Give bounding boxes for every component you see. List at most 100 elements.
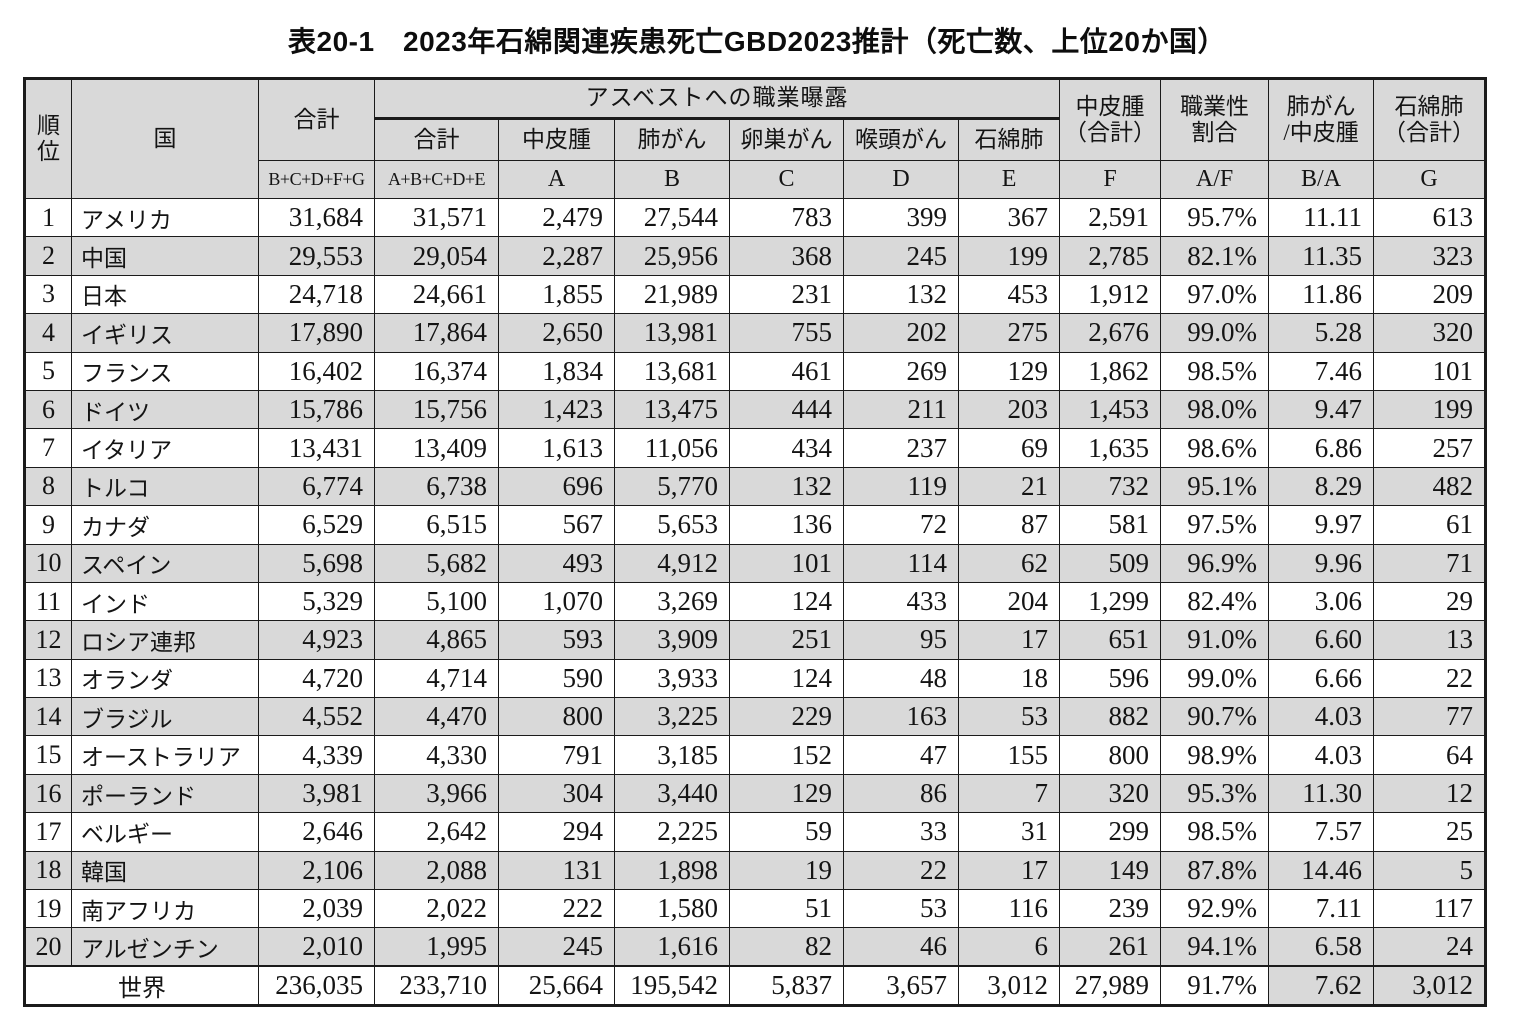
value-cell: 25 xyxy=(1373,812,1487,852)
value-cell: 99.0% xyxy=(1160,313,1270,353)
country-cell: アルゼンチン xyxy=(71,927,259,967)
formula-d: D xyxy=(843,160,959,199)
table-row: 15 オーストラリア 4,339 4,330 791 3,185 152 47 155 800 98… xyxy=(24,735,1487,775)
value-cell: 98.5% xyxy=(1160,812,1270,852)
value-cell: 62 xyxy=(957,543,1061,583)
value-cell: 114 xyxy=(843,543,959,583)
table-row: 16 ポーランド 3,981 3,966 304 3,440 129 86 7 320 95.3% 1… xyxy=(24,773,1487,814)
value-cell: 3,440 xyxy=(614,773,730,814)
value-cell: 29 xyxy=(1373,581,1487,622)
value-cell: 22 xyxy=(1373,658,1487,699)
value-cell: 97.5% xyxy=(1160,505,1270,545)
country-cell: 韓国 xyxy=(71,850,259,891)
value-cell: 493 xyxy=(498,543,615,583)
value-cell: 323 xyxy=(1373,236,1487,276)
table-title: 表20-1 2023年石綿関連疾患死亡GBD2023推計（死亡数、上位20か国） xyxy=(288,26,1226,57)
table-row: 6 ドイツ 15,786 15,756 1,423 13,475 444 211 203 1,45… xyxy=(24,389,1487,430)
country-cell: オランダ xyxy=(71,658,259,699)
value-cell: 3,225 xyxy=(614,697,730,737)
value-cell: 7.46 xyxy=(1268,351,1375,391)
value-cell: 132 xyxy=(729,466,844,507)
value-cell: 6,515 xyxy=(374,505,499,545)
value-cell: 1,855 xyxy=(498,274,615,315)
header-exposure-lungcancer: 肺がん xyxy=(614,118,730,161)
value-cell: 211 xyxy=(843,389,959,430)
value-cell: 581 xyxy=(1059,505,1162,545)
value-cell: 47 xyxy=(843,735,959,775)
table-row: 11 インド 5,329 5,100 1,070 3,269 124 433 204 1,299 8… xyxy=(24,581,1487,622)
header-country: 国 xyxy=(71,78,259,199)
value-cell: 4.03 xyxy=(1268,735,1375,775)
table-row: 5 フランス 16,402 16,374 1,834 13,681 461 269 129 1,8… xyxy=(24,351,1487,391)
value-cell: 95.1% xyxy=(1160,466,1270,507)
value-cell: 116 xyxy=(957,889,1061,929)
table-row: 17 ベルギー 2,646 2,642 294 2,225 59 33 31 299 98.5% 7.… xyxy=(24,812,1487,852)
value-cell: 2,642 xyxy=(374,812,499,852)
value-cell: 95.3% xyxy=(1160,773,1270,814)
value-cell: 8.29 xyxy=(1268,466,1375,507)
value-cell: 6.60 xyxy=(1268,620,1375,660)
value-cell: 51 xyxy=(729,889,844,929)
world-value-cell: 3,012 xyxy=(1373,965,1487,1006)
value-cell: 4,714 xyxy=(374,658,499,699)
country-cell: 日本 xyxy=(71,274,259,315)
value-cell: 1,453 xyxy=(1059,389,1162,430)
value-cell: 222 xyxy=(498,889,615,929)
value-cell: 229 xyxy=(729,697,844,737)
rank-cell: 6 xyxy=(24,389,72,430)
world-value-cell: 27,989 xyxy=(1059,965,1162,1006)
rank-cell: 16 xyxy=(24,773,72,814)
value-cell: 5,770 xyxy=(614,466,730,507)
value-cell: 124 xyxy=(729,658,844,699)
table-footer: 世界 236,035 233,710 25,664 195,542 5,837 3,657… xyxy=(24,965,1487,1006)
value-cell: 6.66 xyxy=(1268,658,1375,699)
value-cell: 2,646 xyxy=(258,812,375,852)
world-value-cell: 195,542 xyxy=(614,965,730,1006)
country-cell: ドイツ xyxy=(71,389,259,430)
value-cell: 132 xyxy=(843,274,959,315)
value-cell: 4,339 xyxy=(258,735,375,775)
table-row: 4 イギリス 17,890 17,864 2,650 13,981 755 202 275 2,6… xyxy=(24,313,1487,353)
value-cell: 2,022 xyxy=(374,889,499,929)
world-value-cell: 5,837 xyxy=(729,965,844,1006)
value-cell: 91.0% xyxy=(1160,620,1270,660)
value-cell: 61 xyxy=(1373,505,1487,545)
value-cell: 136 xyxy=(729,505,844,545)
value-cell: 251 xyxy=(729,620,844,660)
value-cell: 299 xyxy=(1059,812,1162,852)
header-mesothelioma-total: 中皮腫 （合計） xyxy=(1059,78,1162,161)
value-cell: 1,834 xyxy=(498,351,615,391)
table-row: 2 中国 29,553 29,054 2,287 25,956 368 245 199 2,785… xyxy=(24,236,1487,276)
value-cell: 94.1% xyxy=(1160,927,1270,967)
value-cell: 1,423 xyxy=(498,389,615,430)
value-cell: 4,912 xyxy=(614,543,730,583)
value-cell: 2,287 xyxy=(498,236,615,276)
rank-cell: 17 xyxy=(24,812,72,852)
value-cell: 2,650 xyxy=(498,313,615,353)
country-cell: ブラジル xyxy=(71,697,259,737)
country-cell: 中国 xyxy=(71,236,259,276)
value-cell: 6.86 xyxy=(1268,428,1375,468)
value-cell: 461 xyxy=(729,351,844,391)
value-cell: 696 xyxy=(498,466,615,507)
value-cell: 15,786 xyxy=(258,389,375,430)
value-cell: 13,431 xyxy=(258,428,375,468)
country-cell: 南アフリカ xyxy=(71,889,259,929)
value-cell: 4,720 xyxy=(258,658,375,699)
value-cell: 444 xyxy=(729,389,844,430)
value-cell: 95.7% xyxy=(1160,197,1270,238)
value-cell: 25,956 xyxy=(614,236,730,276)
table-row: 18 韓国 2,106 2,088 131 1,898 19 22 17 149 87.8% 14.4… xyxy=(24,850,1487,891)
rank-cell: 12 xyxy=(24,620,72,660)
value-cell: 434 xyxy=(729,428,844,468)
value-cell: 269 xyxy=(843,351,959,391)
value-cell: 3,933 xyxy=(614,658,730,699)
value-cell: 3,966 xyxy=(374,773,499,814)
value-cell: 16,374 xyxy=(374,351,499,391)
value-cell: 131 xyxy=(498,850,615,891)
value-cell: 17,864 xyxy=(374,313,499,353)
rank-cell: 3 xyxy=(24,274,72,315)
header-exposure-total: 合計 xyxy=(374,118,499,161)
value-cell: 31,571 xyxy=(374,197,499,238)
